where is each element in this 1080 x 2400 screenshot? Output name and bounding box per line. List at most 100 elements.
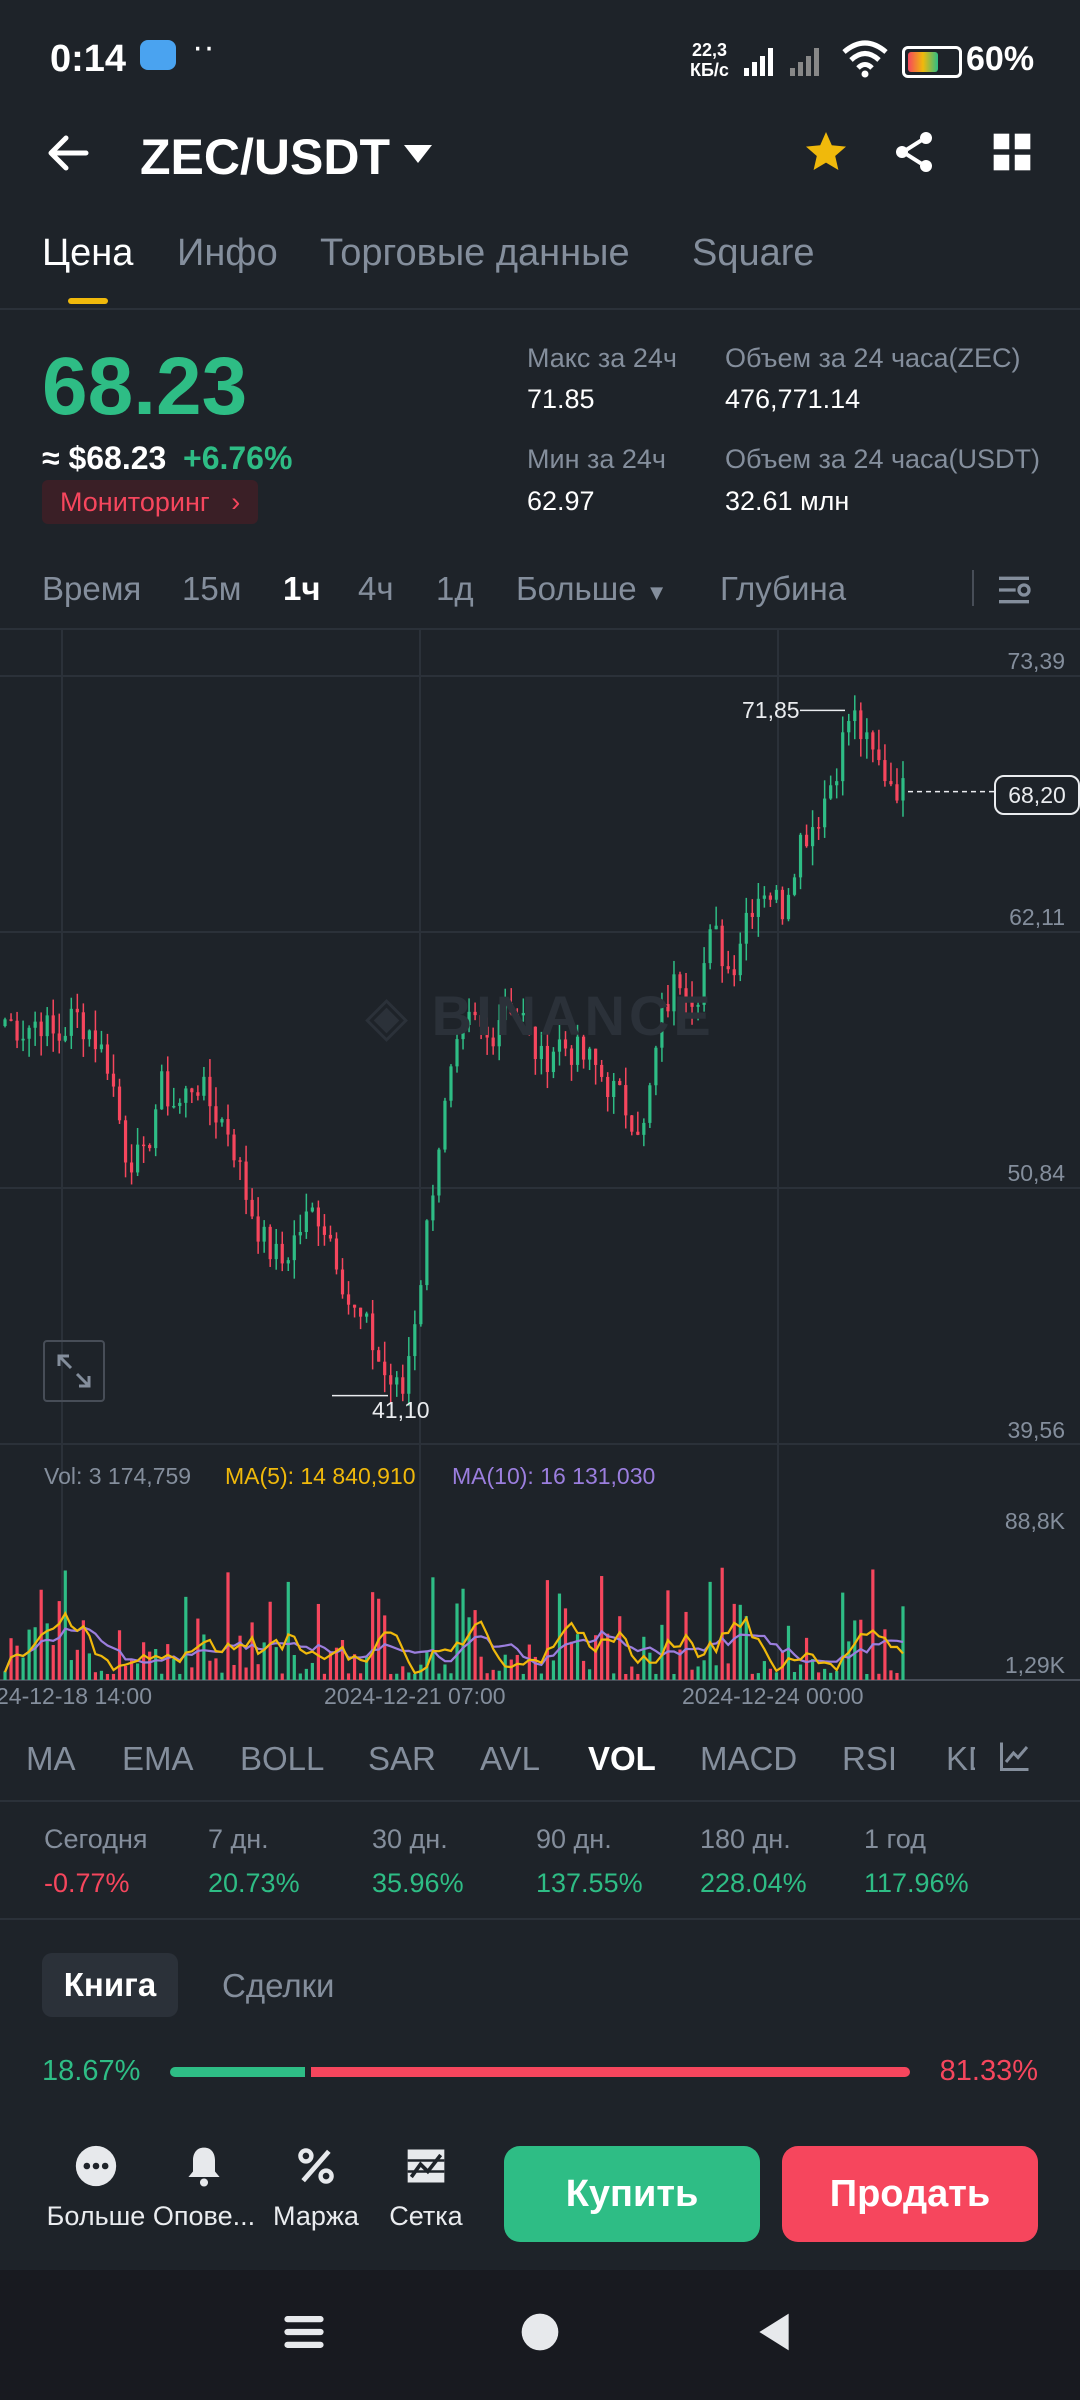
indicator-macd[interactable]: MACD [700, 1740, 798, 1777]
candle-body [823, 798, 827, 828]
volume-bar [841, 1592, 845, 1680]
monitoring-button[interactable]: Мониторинг › [42, 480, 259, 524]
volume-bar [588, 1669, 592, 1680]
tab-info[interactable]: Инфо [177, 232, 278, 274]
candle-body [624, 1085, 628, 1116]
candle-body [160, 1071, 164, 1110]
sell-button[interactable]: Продать [782, 2146, 1038, 2242]
watermark-text: BINANCE [431, 984, 715, 1047]
chart-settings-icon[interactable] [994, 570, 1034, 610]
volume-bar [105, 1673, 110, 1680]
volume-bar [786, 1625, 791, 1680]
volume-bar [352, 1654, 357, 1680]
indicator-ema[interactable]: EMA [122, 1740, 194, 1777]
favorite-star-icon[interactable] [802, 128, 850, 176]
tab-price[interactable]: Цена [42, 232, 134, 274]
candle-body [642, 1122, 646, 1135]
candle-body [334, 1238, 339, 1270]
expand-icon [57, 1354, 91, 1388]
candle-body [69, 1008, 73, 1036]
binance-logo-icon: ◈ [365, 984, 413, 1047]
timeframe-1h[interactable]: 1ч [283, 570, 321, 607]
recents-icon[interactable] [282, 2310, 326, 2354]
volume-bar [817, 1672, 821, 1680]
time-axis-label: 2024-12-21 07:00 [324, 1683, 506, 1709]
back-arrow-icon[interactable] [44, 128, 94, 178]
volume-bar [847, 1641, 851, 1680]
home-icon[interactable] [518, 2310, 562, 2354]
candle-body [51, 1015, 55, 1034]
last-price: 68.23 [42, 341, 248, 432]
candle-body [286, 1260, 290, 1264]
candle-body [93, 1030, 98, 1050]
pair-title[interactable]: ZEC/USDT [140, 129, 390, 185]
pair-dropdown-icon[interactable] [402, 143, 434, 165]
buy-button[interactable]: Купить [504, 2146, 760, 2242]
timeframe-more[interactable]: Больше ▼ [516, 570, 668, 608]
indicator-vol[interactable]: VOL [588, 1740, 656, 1777]
indicator-boll[interactable]: BOLL [240, 1740, 325, 1777]
tab-square[interactable]: Square [692, 232, 815, 274]
volume-bar [702, 1660, 706, 1680]
volume-bar [142, 1642, 146, 1680]
indicator-avl[interactable]: AVL [480, 1740, 540, 1777]
tab-order-book[interactable]: Книга [42, 1953, 178, 2017]
volume-bar [129, 1659, 134, 1680]
layout-grid-icon[interactable] [990, 130, 1034, 174]
volume-bar [358, 1673, 363, 1680]
timeframe-depth[interactable]: Глубина [720, 570, 847, 607]
tab-trading-data[interactable]: Торговые данные [320, 232, 630, 274]
candle-body [461, 1025, 465, 1040]
candle-body [3, 1019, 7, 1027]
divider [0, 308, 1080, 310]
indicator-sar[interactable]: SAR [368, 1740, 436, 1777]
candle-body [901, 778, 905, 801]
divider [0, 1918, 1080, 1920]
timeframe-15m[interactable]: 15м [182, 570, 242, 607]
timeframe-time[interactable]: Время [42, 570, 142, 607]
volume-bar [63, 1570, 67, 1680]
tab-trades[interactable]: Сделки [222, 1967, 335, 2004]
ratio-bar-buy [170, 2067, 306, 2077]
vol-ma5-readout: MA(5): 14 840,910 [225, 1463, 416, 1489]
indicator-settings-bg [975, 1726, 1080, 1790]
price-change: +6.76% [183, 440, 293, 476]
bottom-action-more[interactable]: Больше [44, 2144, 148, 2232]
candle-body [413, 1324, 417, 1357]
performance-label: 1 год [864, 1824, 926, 1854]
candle-body [99, 1044, 104, 1050]
volume-bar [407, 1672, 411, 1680]
bottom-action-grid[interactable]: Сетка [374, 2144, 478, 2232]
candle-body [81, 1012, 85, 1040]
volume-bar [208, 1660, 212, 1680]
bottom-action-label: Маржа [273, 2201, 359, 2231]
candle-body [594, 1048, 598, 1065]
candle-body [666, 1004, 670, 1012]
indicator-settings-icon[interactable] [997, 1738, 1033, 1774]
candle-body [557, 1039, 562, 1052]
candle-body [87, 1030, 91, 1040]
candle-body [491, 1037, 495, 1047]
timeframe-4h[interactable]: 4ч [358, 570, 394, 607]
performance-value: 117.96% [864, 1868, 969, 1898]
volume-bar [539, 1673, 543, 1680]
candle-body [485, 1026, 489, 1038]
volume-bar [262, 1642, 266, 1680]
candle-body [377, 1350, 381, 1362]
volume-bar [545, 1580, 550, 1680]
indicator-rsi[interactable]: RSI [842, 1740, 898, 1777]
timeframe-more-label: Больше [516, 570, 637, 607]
volume-bar [738, 1604, 742, 1680]
bottom-action-margin[interactable]: Маржа [264, 2144, 368, 2232]
back-triangle-icon[interactable] [752, 2310, 796, 2354]
timeframe-1d[interactable]: 1д [436, 570, 474, 607]
candle-body [527, 1012, 531, 1027]
volume-bar [184, 1596, 188, 1680]
fullscreen-button[interactable] [43, 1340, 105, 1402]
candlestick-chart[interactable] [0, 630, 1080, 1690]
net-speed: 22,3 КБ/с [690, 40, 729, 80]
candle-body [835, 781, 839, 786]
indicator-ma[interactable]: MA [26, 1740, 76, 1777]
bottom-action-alerts[interactable]: Опове... [152, 2144, 256, 2232]
share-icon[interactable] [890, 128, 938, 176]
